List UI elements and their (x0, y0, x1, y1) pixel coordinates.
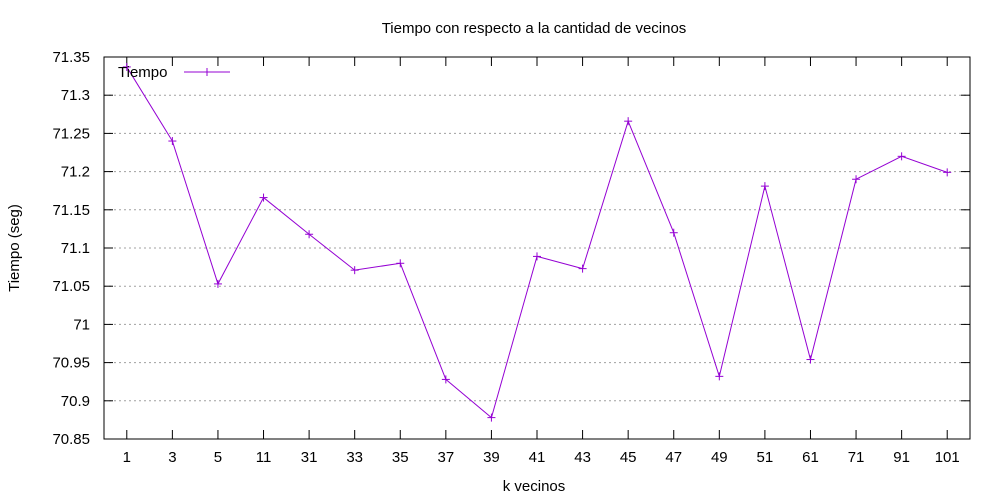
x-axis-ticks: 1 3 5 11 31 33 35 37 39 41 43 45 47 49 51 61 71 91 101 (123, 57, 960, 466)
data-point (213, 279, 222, 288)
x-tick-label: 39 (483, 449, 500, 466)
y-tick-label: 71.15 (52, 202, 90, 219)
x-tick-label: 101 (935, 449, 960, 466)
x-tick-label: 3 (168, 449, 176, 466)
y-tick-label: 71.2 (61, 164, 90, 181)
y-tick-label: 71.25 (52, 125, 90, 142)
data-point (350, 266, 359, 275)
legend-label-tiempo: Tiempo (118, 64, 167, 81)
x-tick-label: 35 (392, 449, 409, 466)
legend-marker (203, 68, 211, 76)
y-axis-label: Tiempo (seg) (6, 204, 23, 292)
x-tick-label: 45 (620, 449, 637, 466)
grid-lines (104, 94, 970, 402)
data-point (487, 413, 496, 422)
y-tick-label: 71 (73, 316, 90, 333)
series-layer (122, 62, 952, 422)
data-point (669, 228, 678, 237)
data-point (259, 193, 268, 202)
x-tick-label: 49 (711, 449, 728, 466)
data-point (806, 355, 815, 364)
x-tick-label: 11 (256, 449, 272, 466)
x-tick-label: 5 (214, 449, 222, 466)
data-point (943, 168, 952, 177)
y-tick-label: 70.85 (52, 431, 90, 448)
x-tick-label: 41 (529, 449, 546, 466)
x-tick-label: 71 (848, 449, 865, 466)
y-tick-label: 70.95 (52, 355, 90, 372)
plot-border (103, 56, 971, 440)
x-tick-label: 33 (346, 449, 363, 466)
y-tick-label: 71.3 (61, 87, 90, 104)
data-point (897, 152, 906, 161)
data-point (122, 62, 131, 71)
y-axis-ticks: 70.85 70.9 70.95 71 71.05 71.1 71.15 71.2 71.25 7… (52, 49, 970, 448)
data-point (168, 137, 177, 146)
series-line-tiempo (126, 66, 948, 419)
chart-title: Tiempo con respecto a la cantidad de vec… (382, 20, 687, 37)
x-tick-label: 47 (665, 449, 682, 466)
y-tick-label: 71.1 (61, 240, 90, 257)
x-tick-label: 91 (893, 449, 910, 466)
x-tick-label: 43 (574, 449, 591, 466)
data-point (578, 264, 587, 273)
data-point (396, 259, 405, 268)
data-point (760, 182, 769, 191)
x-tick-label: 51 (757, 449, 774, 466)
y-tick-label: 71.05 (52, 278, 90, 295)
data-point (624, 117, 633, 126)
y-tick-label: 71.35 (52, 49, 90, 66)
data-point (715, 372, 724, 381)
x-tick-label: 37 (437, 449, 454, 466)
y-tick-label: 70.9 (61, 393, 90, 410)
x-tick-label: 61 (802, 449, 819, 466)
x-tick-label: 31 (301, 449, 318, 466)
x-tick-label: 1 (123, 449, 131, 466)
data-point (852, 175, 861, 184)
data-point (441, 375, 450, 384)
data-point (533, 252, 541, 261)
legend: Tiempo (118, 64, 230, 81)
x-axis-label: k vecinos (503, 478, 566, 495)
data-point (305, 230, 314, 239)
